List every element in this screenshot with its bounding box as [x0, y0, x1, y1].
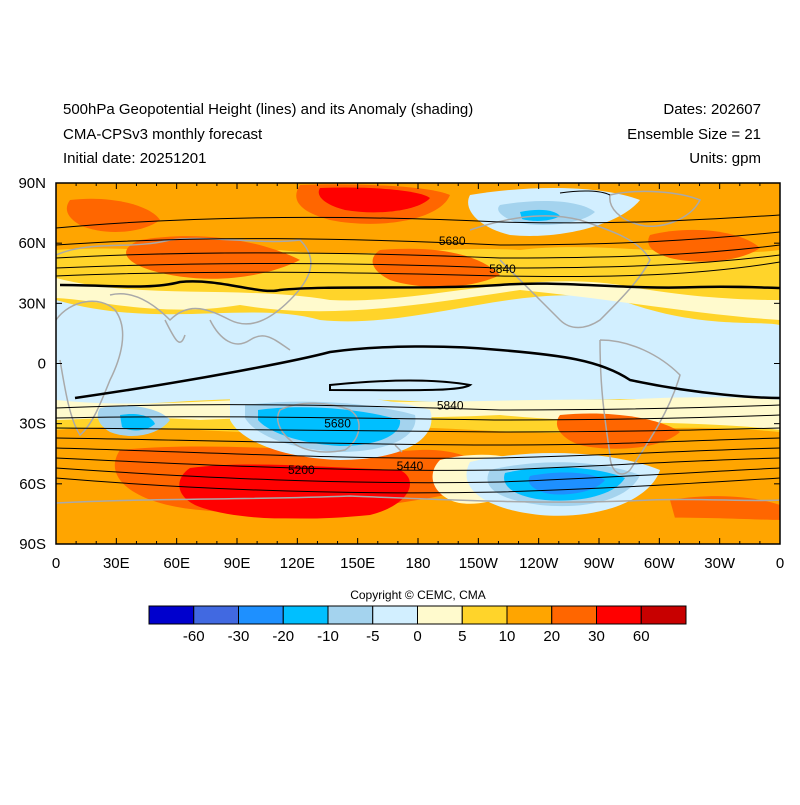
lon-label: 30E [103, 555, 130, 572]
lon-label: 60E [163, 555, 190, 572]
lon-label: 30W [704, 555, 736, 572]
lat-label: 90S [19, 536, 46, 553]
lon-label: 120E [280, 555, 315, 572]
colorbar-swatch [282, 605, 329, 625]
coast-na [469, 215, 651, 329]
lat-label: 60N [18, 235, 46, 252]
colorbar-swatch [551, 605, 597, 625]
colorbar-swatch [372, 605, 418, 625]
contour-sh-1 [56, 404, 780, 411]
shading-subtropic-n [56, 278, 780, 320]
coast-nz [394, 444, 403, 453]
colorbar-swatch [461, 605, 508, 625]
colorbar-label: 5 [458, 628, 466, 645]
colorbar-label: 0 [413, 628, 421, 645]
latitude-axis: 90N 60N 30N 0 30S 60S 90S [18, 175, 780, 553]
contour-tropics-loop [329, 379, 473, 392]
contour-sh-4 [56, 437, 780, 446]
colorbar-swatch [327, 605, 374, 625]
contour-nh-5 [56, 261, 780, 278]
lat-label: 0 [38, 356, 46, 373]
contour-sh-2 [56, 414, 780, 421]
anomaly-shading [56, 183, 780, 544]
contour-sh-5 [56, 447, 780, 459]
colorbar-swatch [506, 605, 553, 625]
coast-sa [599, 339, 681, 475]
lon-label: 60W [644, 555, 676, 572]
contour-nh-4 [56, 254, 780, 269]
coast-india [164, 319, 186, 343]
contour-tropics-thick [74, 345, 780, 400]
lat-label: 30N [18, 295, 46, 312]
colorbar-swatch [417, 605, 463, 625]
contour-nh-2 [56, 231, 780, 246]
colorbar-label: -60 [183, 628, 205, 645]
contour-label: 5200 [288, 463, 315, 477]
shading-nh-west [66, 198, 160, 232]
colorbar-label: -30 [228, 628, 250, 645]
colorbar-swatch [640, 605, 687, 625]
units: Units: gpm [689, 150, 761, 167]
contour-nh-highlat [559, 190, 611, 196]
shading-nh-pacific [372, 248, 500, 287]
lon-label: 90W [584, 555, 616, 572]
initial-date: Initial date: 20251201 [63, 150, 207, 167]
lon-label: 0 [776, 555, 784, 572]
colorbar-label: 60 [633, 628, 650, 645]
forecast-dates: Dates: 202607 [663, 101, 761, 118]
shading-nh-asia [126, 236, 300, 279]
colorbar-swatch [596, 605, 642, 625]
colorbar-label: 30 [588, 628, 605, 645]
chart-title: 500hPa Geopotential Height (lines) and i… [63, 101, 474, 118]
colorbar-label: 10 [499, 628, 516, 645]
shading-antarctic-rim [56, 517, 780, 544]
contour-sh-7 [56, 467, 780, 484]
contour-sh-8 [56, 477, 780, 494]
lat-label: 30S [19, 416, 46, 433]
colorbar-swatch [238, 605, 284, 625]
lon-label: 150W [459, 555, 499, 572]
contour-sh-6 [56, 457, 780, 471]
shading-indian-cool-2 [120, 414, 155, 431]
contour-nh-1 [56, 214, 780, 229]
coast-antarctica [56, 495, 780, 504]
ensemble-size: Ensemble Size = 21 [627, 126, 761, 143]
contour-label: 5680 [439, 234, 466, 248]
lon-label: 0 [52, 555, 60, 572]
contour-nh-thick [59, 280, 780, 293]
lon-label: 180 [405, 555, 430, 572]
lon-label: 120W [519, 555, 559, 572]
contour-label: 5840 [489, 262, 516, 276]
contour-label: 5840 [437, 399, 464, 413]
coast-greenland [609, 190, 702, 227]
colorbar-label: -5 [366, 628, 379, 645]
colorbar-label: -10 [317, 628, 339, 645]
contour-label: 5680 [324, 417, 351, 431]
coast-se-asia [209, 319, 291, 351]
copyright: Copyright © CEMC, CMA [350, 588, 486, 602]
lon-label: 90E [224, 555, 251, 572]
colorbar-label: 20 [543, 628, 560, 645]
coast-europe-asia [56, 237, 312, 325]
lon-label: 150E [340, 555, 375, 572]
contour-labels: 5680 5840 5840 5680 5440 5200 [288, 234, 516, 477]
longitude-axis: 0 30E 60E 90E 120E 150E 180 150W 120W 90W 60W 30W 0 [52, 183, 784, 572]
colorbar-swatch [193, 605, 239, 625]
lat-label: 90N [18, 175, 46, 192]
lat-label: 60S [19, 476, 46, 493]
shading-nh-max [318, 187, 430, 213]
contour-nh-3 [56, 244, 780, 259]
colorbar-swatch [148, 605, 195, 625]
colorbar: -60 -30 -20 -10 -5 0 5 10 20 30 60 [148, 605, 687, 645]
colorbar-label: -20 [272, 628, 294, 645]
chart-subtitle: CMA-CPSv3 monthly forecast [63, 126, 263, 143]
contour-label: 5440 [397, 459, 424, 473]
height-contours [56, 190, 780, 494]
coast-australia [277, 402, 360, 453]
